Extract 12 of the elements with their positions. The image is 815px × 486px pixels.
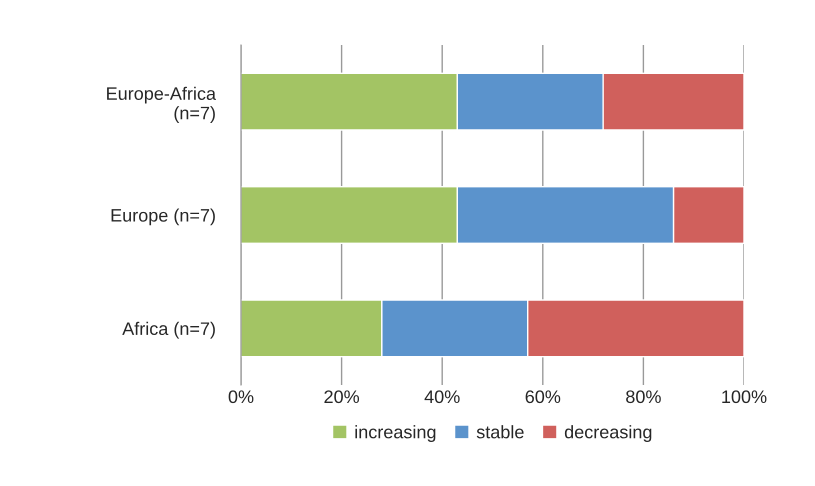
x-tick-label: 40% [424,390,460,404]
x-tick-label: 20% [324,390,360,404]
legend-label: increasing [355,425,436,442]
legend-label: decreasing [564,425,652,442]
y-tick-label: Europe-Africa (n=7) [107,86,216,123]
y-tick-label: Africa (n=7) [122,322,215,339]
x-tick-label: 0% [228,390,254,404]
y-tick-label: Europe (n=7) [112,208,215,226]
x-tick-label: 100% [722,390,766,404]
legend-label: stable [476,425,524,438]
x-tick-label: 80% [626,390,661,404]
x-tick-label: 60% [526,390,560,404]
